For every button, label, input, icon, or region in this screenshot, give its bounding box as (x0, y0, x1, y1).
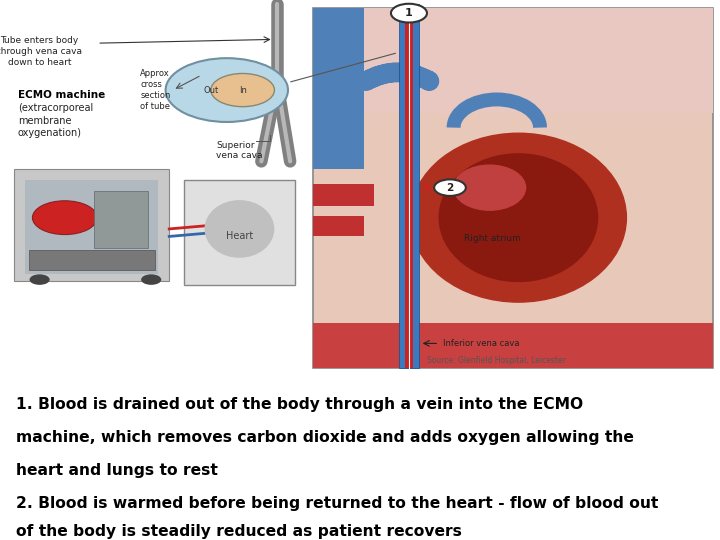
Bar (313, 8, 713, 113)
Text: 2. Blood is warmed before being returned to the heart - flow of blood out: 2. Blood is warmed before being returned… (16, 496, 658, 511)
Text: 1: 1 (405, 8, 413, 18)
Circle shape (141, 274, 161, 285)
Text: 1. Blood is drained out of the body through a vein into the ECMO: 1. Blood is drained out of the body thro… (16, 397, 583, 413)
Text: Source: Glenfield Hospital, Leicester: Source: Glenfield Hospital, Leicester (428, 356, 566, 365)
Bar (313, 8, 364, 169)
Text: In: In (239, 85, 246, 94)
Bar (313, 8, 713, 368)
Bar (29, 249, 155, 270)
Circle shape (166, 58, 288, 122)
Text: Heart: Heart (226, 232, 253, 241)
Circle shape (211, 73, 274, 107)
Bar (313, 323, 713, 368)
Text: Right atrium: Right atrium (464, 234, 521, 243)
Bar (25, 180, 158, 274)
Ellipse shape (454, 165, 526, 210)
Text: heart and lungs to rest: heart and lungs to rest (16, 463, 217, 478)
Circle shape (391, 4, 427, 23)
Circle shape (30, 274, 50, 285)
Ellipse shape (439, 154, 598, 281)
Bar (399, 4, 419, 368)
Bar (313, 216, 364, 237)
Bar (184, 180, 295, 285)
Text: (extracorporeal
membrane
oxygenation): (extracorporeal membrane oxygenation) (18, 103, 94, 138)
Text: machine, which removes carbon dioxide and adds oxygen allowing the: machine, which removes carbon dioxide an… (16, 430, 634, 445)
Text: Approx
cross
section
of tube: Approx cross section of tube (140, 70, 171, 111)
Text: Superior
vena cava: Superior vena cava (216, 141, 263, 160)
Bar (405, 4, 413, 368)
Text: 2: 2 (446, 183, 454, 193)
Ellipse shape (205, 201, 274, 257)
Circle shape (434, 179, 466, 196)
Circle shape (32, 201, 97, 234)
Ellipse shape (410, 133, 626, 302)
Bar (94, 191, 148, 248)
Text: ECMO machine: ECMO machine (18, 90, 105, 100)
Text: Inferior vena cava: Inferior vena cava (443, 339, 519, 348)
FancyArrowPatch shape (366, 72, 430, 82)
Text: Tube enters body
through vena cava
down to heart: Tube enters body through vena cava down … (0, 36, 82, 67)
Bar (14, 169, 169, 281)
Text: of the body is steadily reduced as patient recovers: of the body is steadily reduced as patie… (16, 524, 462, 539)
Bar (313, 184, 374, 206)
Text: Out: Out (203, 85, 219, 94)
